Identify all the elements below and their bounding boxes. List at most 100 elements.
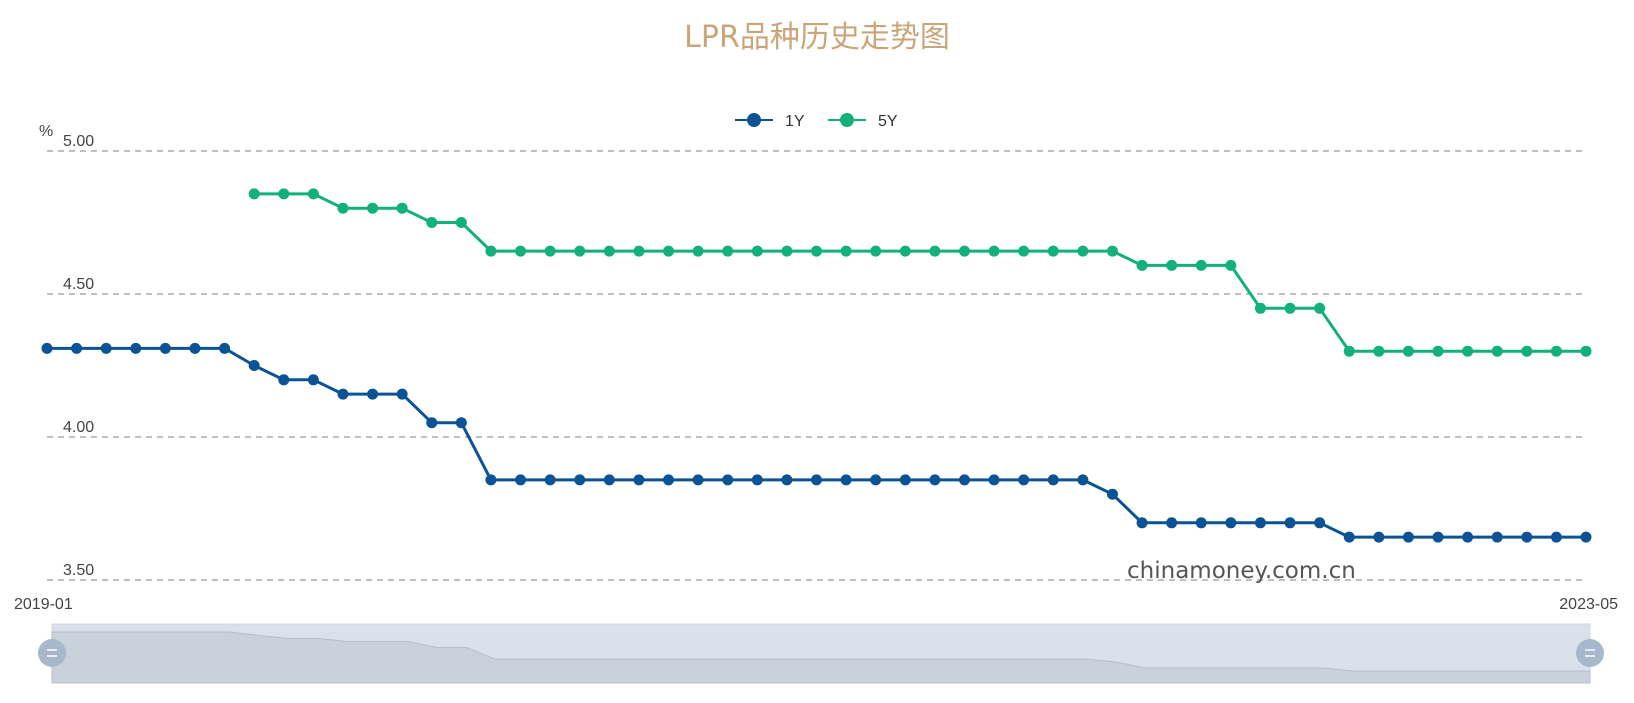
data-point-1y[interactable]: [1254, 517, 1266, 529]
data-point-5y[interactable]: [1402, 345, 1414, 357]
data-point-1y[interactable]: [544, 474, 556, 486]
data-point-1y[interactable]: [633, 474, 645, 486]
data-point-5y[interactable]: [1225, 259, 1237, 271]
data-point-1y[interactable]: [751, 474, 763, 486]
data-point-1y[interactable]: [1432, 531, 1444, 543]
legend-item-1y[interactable]: 1Y: [735, 113, 805, 130]
data-point-1y[interactable]: [130, 342, 142, 354]
data-point-1y[interactable]: [722, 474, 734, 486]
data-point-1y[interactable]: [1077, 474, 1089, 486]
data-point-5y[interactable]: [958, 245, 970, 257]
data-point-1y[interactable]: [1106, 488, 1118, 500]
data-point-5y[interactable]: [1491, 345, 1503, 357]
data-point-5y[interactable]: [455, 217, 467, 228]
data-point-1y[interactable]: [1166, 517, 1178, 529]
data-point-1y[interactable]: [1343, 531, 1355, 543]
data-point-5y[interactable]: [1195, 259, 1207, 271]
data-point-1y[interactable]: [248, 360, 260, 371]
data-point-1y[interactable]: [870, 474, 882, 486]
data-point-5y[interactable]: [1314, 302, 1326, 314]
data-point-5y[interactable]: [1284, 302, 1296, 314]
data-point-5y[interactable]: [781, 245, 793, 257]
data-point-5y[interactable]: [1166, 259, 1178, 271]
data-point-5y[interactable]: [367, 202, 379, 214]
data-point-1y[interactable]: [41, 342, 53, 354]
data-point-5y[interactable]: [1580, 345, 1592, 357]
data-point-1y[interactable]: [1314, 517, 1326, 529]
data-point-1y[interactable]: [1521, 531, 1533, 543]
slider-right-handle[interactable]: [1576, 639, 1604, 667]
data-point-5y[interactable]: [811, 245, 822, 257]
data-point-5y[interactable]: [1077, 245, 1089, 257]
data-point-1y[interactable]: [71, 342, 83, 354]
data-point-1y[interactable]: [692, 474, 704, 486]
data-point-5y[interactable]: [1254, 302, 1266, 314]
legend[interactable]: 1Y 5Y: [735, 113, 898, 130]
data-point-1y[interactable]: [1491, 531, 1503, 543]
data-point-5y[interactable]: [1432, 345, 1444, 357]
data-point-1y[interactable]: [278, 374, 290, 386]
data-point-5y[interactable]: [988, 245, 1000, 257]
data-point-1y[interactable]: [958, 474, 970, 486]
data-point-1y[interactable]: [1550, 531, 1562, 543]
slider-left-handle[interactable]: [38, 639, 66, 667]
data-point-5y[interactable]: [722, 245, 734, 257]
data-point-5y[interactable]: [1106, 245, 1118, 257]
data-point-5y[interactable]: [1373, 345, 1385, 357]
data-point-5y[interactable]: [870, 245, 882, 257]
data-point-1y[interactable]: [929, 474, 941, 486]
data-point-1y[interactable]: [1225, 517, 1237, 529]
data-point-1y[interactable]: [1462, 531, 1474, 543]
data-point-5y[interactable]: [574, 245, 586, 257]
data-point-5y[interactable]: [692, 245, 704, 257]
data-point-1y[interactable]: [367, 388, 379, 400]
data-point-5y[interactable]: [485, 245, 497, 257]
slider-left-handle-knob[interactable]: [38, 639, 66, 667]
data-point-1y[interactable]: [663, 474, 675, 486]
data-point-5y[interactable]: [1462, 345, 1474, 357]
slider-right-handle-knob[interactable]: [1576, 639, 1604, 667]
data-point-5y[interactable]: [929, 245, 941, 257]
data-point-1y[interactable]: [1047, 474, 1059, 486]
data-point-1y[interactable]: [337, 388, 349, 400]
data-point-1y[interactable]: [426, 417, 438, 429]
data-point-1y[interactable]: [840, 474, 852, 486]
data-point-5y[interactable]: [1521, 345, 1533, 357]
data-point-1y[interactable]: [100, 342, 112, 354]
data-point-1y[interactable]: [307, 374, 319, 386]
data-point-5y[interactable]: [426, 217, 438, 228]
legend-item-5y[interactable]: 5Y: [828, 113, 898, 130]
data-point-1y[interactable]: [1018, 474, 1030, 486]
data-point-1y[interactable]: [485, 474, 497, 486]
data-point-1y[interactable]: [781, 474, 793, 486]
data-point-1y[interactable]: [574, 474, 586, 486]
data-point-5y[interactable]: [663, 245, 675, 257]
data-point-1y[interactable]: [396, 388, 408, 400]
data-point-1y[interactable]: [1284, 517, 1296, 529]
data-point-5y[interactable]: [278, 188, 290, 200]
data-point-1y[interactable]: [603, 474, 615, 486]
data-point-5y[interactable]: [899, 245, 911, 257]
data-point-1y[interactable]: [988, 474, 1000, 486]
data-point-5y[interactable]: [544, 245, 556, 257]
data-point-1y[interactable]: [159, 342, 171, 354]
data-point-5y[interactable]: [337, 202, 349, 214]
data-point-1y[interactable]: [1373, 531, 1385, 543]
data-point-1y[interactable]: [1136, 517, 1148, 529]
data-point-1y[interactable]: [219, 342, 231, 354]
data-point-1y[interactable]: [1195, 517, 1207, 529]
data-point-5y[interactable]: [751, 245, 763, 257]
data-point-5y[interactable]: [633, 245, 645, 257]
data-point-5y[interactable]: [1550, 345, 1562, 357]
data-point-1y[interactable]: [1402, 531, 1414, 543]
data-point-5y[interactable]: [396, 202, 408, 214]
data-point-5y[interactable]: [1343, 345, 1355, 357]
data-point-1y[interactable]: [1580, 531, 1592, 543]
data-point-1y[interactable]: [455, 417, 467, 429]
data-zoom-slider[interactable]: [38, 623, 1604, 684]
data-point-5y[interactable]: [515, 245, 527, 257]
data-point-5y[interactable]: [1018, 245, 1030, 257]
data-point-5y[interactable]: [248, 188, 260, 200]
data-point-5y[interactable]: [307, 188, 319, 200]
data-point-5y[interactable]: [1047, 245, 1059, 257]
